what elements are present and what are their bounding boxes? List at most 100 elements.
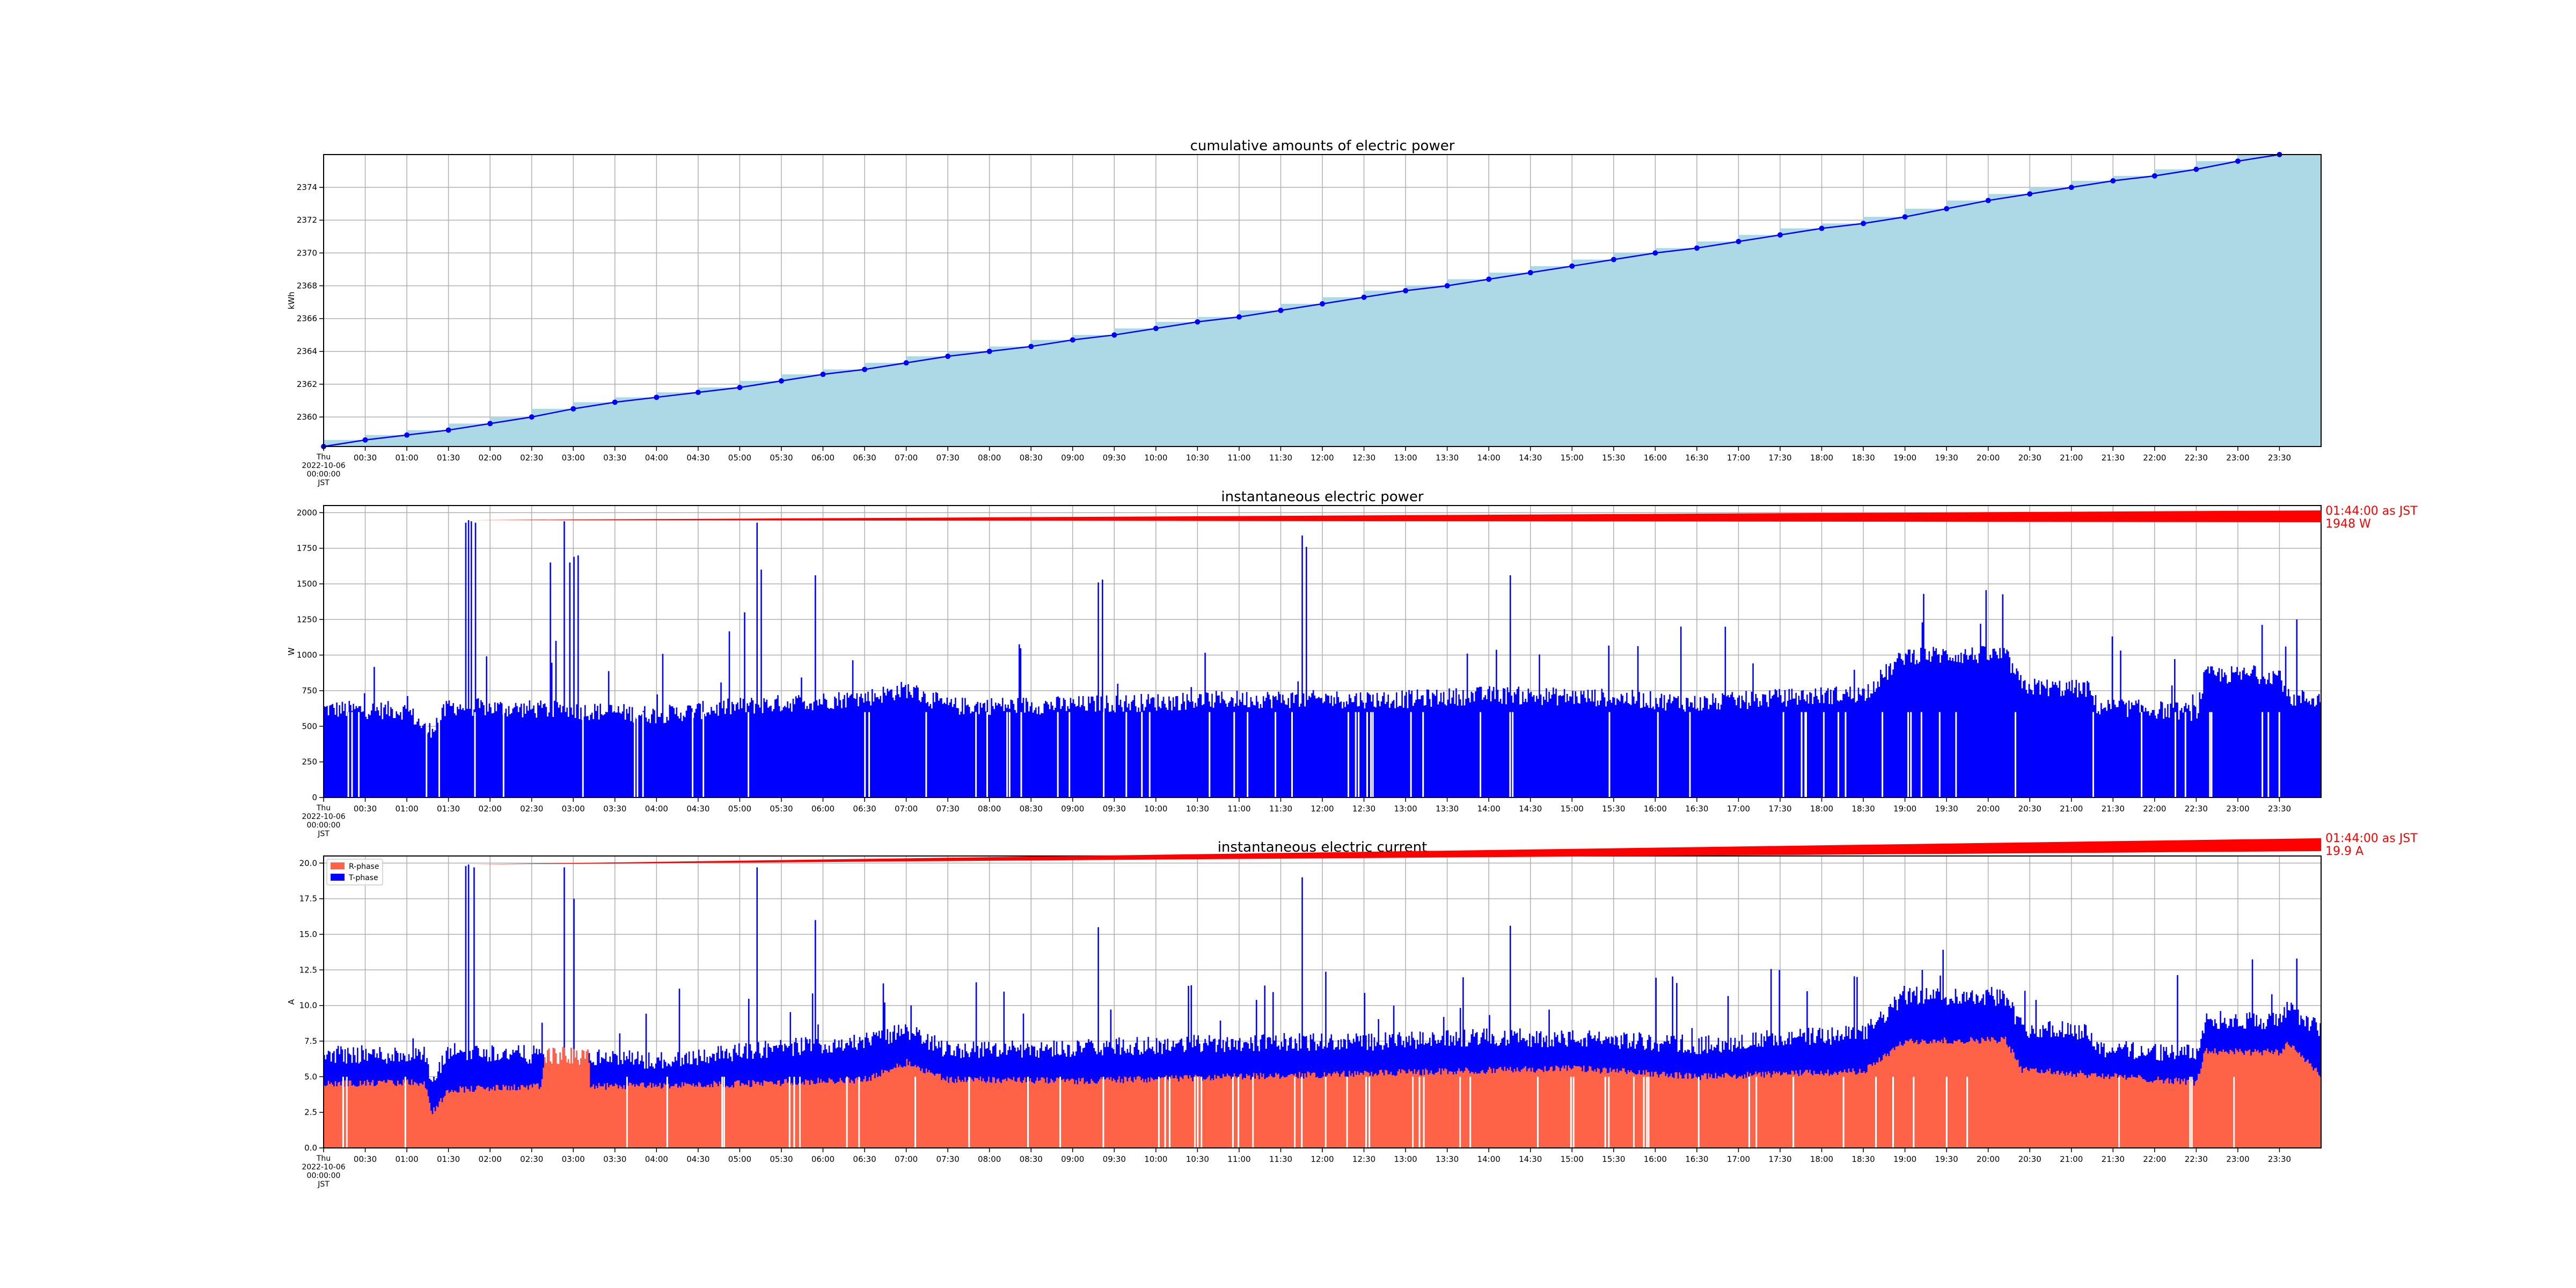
- x-tick-label: 14:00: [1477, 453, 1501, 463]
- x-tick-label: 21:00: [2060, 804, 2083, 814]
- y-axis-label: A: [287, 999, 296, 1005]
- x-tick-label: 03:00: [562, 1154, 585, 1164]
- x-tick-label: 06:30: [853, 453, 876, 463]
- x-tick-label: 10:30: [1186, 1154, 1209, 1164]
- x-tick-label: 15:00: [1561, 1154, 1584, 1164]
- cumulative-point: [487, 421, 493, 427]
- x-tick-label: 20:30: [2018, 453, 2041, 463]
- x-origin-label: 00:00:00: [307, 821, 341, 830]
- power-gaps: [347, 712, 2280, 797]
- cumulative-point: [1028, 343, 1034, 349]
- x-tick-label: 20:00: [1977, 453, 2000, 463]
- annotation-arrow: [467, 510, 2322, 523]
- cumulative-point: [1985, 197, 1991, 203]
- x-tick-label: 22:30: [2185, 804, 2208, 814]
- cumulative-point: [2151, 173, 2157, 179]
- x-tick-label: 23:30: [2268, 804, 2291, 814]
- x-tick-label: 20:00: [1977, 1154, 2000, 1164]
- cumulative-point: [1611, 257, 1616, 262]
- x-origin-label: Thu: [316, 453, 331, 462]
- x-tick-label: 04:00: [645, 804, 668, 814]
- x-tick-label: 09:00: [1061, 804, 1084, 814]
- x-tick-label: 13:30: [1436, 804, 1459, 814]
- x-tick-label: 11:00: [1227, 1154, 1250, 1164]
- y-tick-label: 1250: [297, 614, 317, 624]
- cumulative-point: [654, 394, 660, 400]
- x-tick-label: 12:30: [1352, 804, 1375, 814]
- x-tick-label: 15:30: [1602, 1154, 1625, 1164]
- x-tick-label: 18:30: [1851, 1154, 1875, 1164]
- x-tick-label: 17:00: [1727, 1154, 1750, 1164]
- x-tick-label: 19:30: [1935, 1154, 1958, 1164]
- x-tick-label: 15:00: [1561, 453, 1584, 463]
- x-tick-label: 05:00: [728, 804, 751, 814]
- y-tick-label: 1500: [297, 579, 317, 589]
- x-tick-label: 16:30: [1685, 1154, 1708, 1164]
- y-tick-label: 2370: [297, 248, 317, 258]
- x-tick-label: 05:30: [770, 453, 793, 463]
- x-tick-label: 12:00: [1311, 804, 1334, 814]
- y-tick-label: 250: [302, 757, 317, 767]
- cumulative-point: [445, 427, 451, 433]
- cumulative-point: [2027, 191, 2033, 197]
- x-tick-label: 14:30: [1519, 804, 1542, 814]
- x-tick-label: 13:00: [1394, 453, 1417, 463]
- x-tick-label: 21:00: [2060, 453, 2083, 463]
- cumulative-point: [1736, 238, 1741, 244]
- chart-instantaneous-power: 00:30 01:00 01:30 02:00 02:30 03:00 03:30 04:00…: [287, 489, 2418, 838]
- x-tick-label: 07:30: [936, 804, 960, 814]
- x-tick-label: 01:30: [437, 1154, 460, 1164]
- x-tick-label: 07:00: [895, 1154, 918, 1164]
- x-tick-label: 15:30: [1602, 453, 1625, 463]
- x-origin-label: JST: [317, 479, 330, 487]
- x-tick-label: 17:00: [1727, 804, 1750, 814]
- x-tick-label: 23:00: [2226, 453, 2249, 463]
- x-tick-label: 18:30: [1851, 453, 1875, 463]
- x-origin-label: 00:00:00: [307, 470, 341, 479]
- cumulative-point: [1944, 206, 1950, 211]
- x-tick-label: 08:30: [1020, 804, 1043, 814]
- y-tick-label: 5.0: [304, 1072, 317, 1081]
- cumulative-point: [570, 406, 576, 412]
- x-tick-label: 20:30: [2018, 804, 2041, 814]
- x-tick-label: 12:30: [1352, 1154, 1375, 1164]
- x-tick-label: 18:00: [1810, 453, 1833, 463]
- x-tick-label: 13:30: [1436, 1154, 1459, 1164]
- x-tick-label: 17:30: [1768, 1154, 1791, 1164]
- x-origin-label: JST: [317, 830, 330, 838]
- legend-swatch-r: [331, 862, 345, 869]
- x-tick-label: 23:30: [2268, 453, 2291, 463]
- y-tick-label: 10.0: [299, 1001, 317, 1011]
- x-tick-label: 10:30: [1186, 453, 1209, 463]
- x-tick-label: 14:30: [1519, 453, 1542, 463]
- y-tick-label: 2000: [297, 508, 317, 517]
- x-tick-label: 08:00: [978, 804, 1001, 814]
- x-tick-label: 22:00: [2143, 1154, 2166, 1164]
- x-tick-label: 20:30: [2018, 1154, 2041, 1164]
- y-tick-label: 2.5: [304, 1108, 317, 1117]
- x-tick-label: 22:30: [2185, 1154, 2208, 1164]
- current-gaps: [342, 1077, 2235, 1148]
- x-tick-label: 20:00: [1977, 804, 2000, 814]
- legend-label-t: T-phase: [348, 874, 378, 882]
- y-tick-label: 2364: [297, 347, 317, 356]
- x-tick-label: 16:00: [1644, 1154, 1667, 1164]
- x-tick-label: 07:00: [895, 453, 918, 463]
- x-tick-label: 10:00: [1144, 453, 1167, 463]
- cumulative-point: [1486, 276, 1492, 282]
- cumulative-point: [1652, 250, 1658, 256]
- cumulative-point: [1527, 270, 1533, 276]
- y-tick-label: 0: [312, 793, 317, 802]
- legend-label-r: R-phase: [349, 862, 379, 871]
- x-tick-label: 10:00: [1144, 804, 1167, 814]
- x-tick-label: 21:30: [2102, 804, 2125, 814]
- chart-cumulative-power: 00:30 01:00 01:30 02:00 02:30 03:00 03:30 04:00…: [287, 138, 2322, 487]
- x-tick-label: 09:30: [1103, 1154, 1126, 1164]
- y-axis-label: W: [287, 647, 296, 655]
- x-tick-label: 09:30: [1103, 453, 1126, 463]
- x-origin-label: 2022-10-06: [302, 813, 345, 821]
- x-tick-label: 08:30: [1020, 1154, 1043, 1164]
- power-bars: [324, 520, 2321, 797]
- x-tick-label: 07:00: [895, 804, 918, 814]
